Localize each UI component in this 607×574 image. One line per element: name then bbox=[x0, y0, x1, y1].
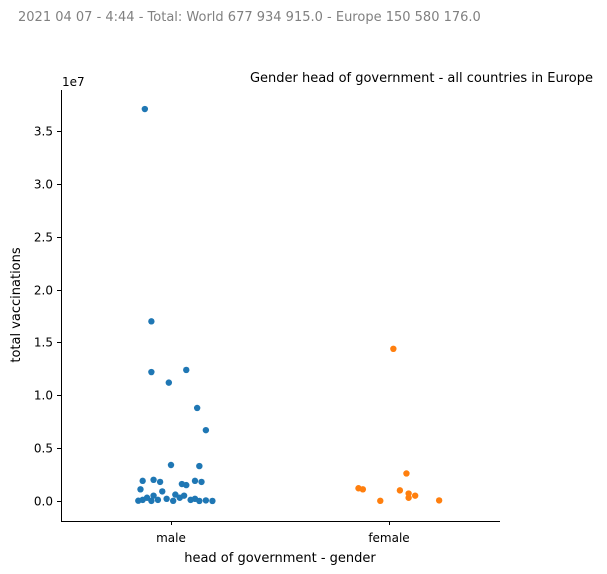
y-tick-label: 1.5 bbox=[34, 336, 53, 350]
data-point-male bbox=[167, 461, 175, 469]
data-point-male bbox=[196, 497, 203, 505]
data-point-male bbox=[148, 368, 155, 376]
header-text: 2021 04 07 - 4:44 - Total: World 677 934… bbox=[18, 10, 481, 25]
x-axis-label: head of government - gender bbox=[184, 551, 376, 566]
scatter-points bbox=[135, 105, 443, 505]
x-tick-label: male bbox=[156, 531, 186, 545]
data-point-female bbox=[390, 345, 397, 353]
data-point-male bbox=[135, 497, 142, 504]
y-tick-label: 0.0 bbox=[34, 495, 53, 509]
data-point-male bbox=[183, 481, 190, 489]
data-point-female bbox=[359, 486, 367, 493]
data-point-male bbox=[165, 379, 173, 386]
data-point-female bbox=[377, 497, 384, 505]
data-point-male bbox=[202, 426, 210, 434]
y-tick-label: 3.0 bbox=[34, 178, 53, 192]
y-tick-label: 2.5 bbox=[34, 231, 53, 245]
y-axis-label: total vaccinations bbox=[9, 247, 24, 363]
data-point-male bbox=[198, 478, 205, 486]
data-point-female bbox=[403, 470, 410, 477]
data-point-female bbox=[435, 497, 443, 504]
data-point-male bbox=[183, 366, 190, 374]
y-tick-label: 3.5 bbox=[34, 125, 53, 139]
x-tick-label: female bbox=[368, 531, 409, 545]
chart-title: Gender head of government - all countrie… bbox=[250, 71, 593, 86]
y-tick-label: 2.0 bbox=[34, 284, 53, 298]
data-point-male bbox=[169, 497, 177, 505]
data-point-male bbox=[193, 404, 201, 412]
data-point-female bbox=[396, 487, 404, 494]
data-point-male bbox=[137, 486, 144, 493]
data-point-female bbox=[411, 492, 419, 499]
data-point-male bbox=[187, 496, 194, 504]
data-point-male bbox=[141, 105, 149, 113]
data-point-male bbox=[176, 494, 183, 501]
data-point-male bbox=[202, 497, 210, 504]
y-tick-label: 0.5 bbox=[34, 442, 53, 456]
data-point-male bbox=[159, 488, 166, 495]
data-point-male bbox=[209, 497, 216, 505]
data-point-male bbox=[191, 477, 199, 485]
data-point-male bbox=[148, 497, 155, 505]
y-offset-label: 1e7 bbox=[62, 75, 85, 89]
data-point-male bbox=[154, 496, 162, 504]
data-point-female bbox=[405, 494, 412, 501]
y-tick-label: 1.0 bbox=[34, 389, 53, 403]
data-point-male bbox=[150, 492, 157, 499]
data-point-male bbox=[156, 478, 164, 486]
data-point-male bbox=[163, 495, 170, 503]
data-point-male bbox=[150, 476, 157, 484]
x-axis-ticks: male female bbox=[156, 521, 410, 545]
data-point-male bbox=[196, 462, 203, 470]
data-point-male bbox=[148, 318, 155, 325]
y-axis-ticks: 0.0 0.5 1.0 1.5 2.0 2.5 3.0 3.5 bbox=[34, 125, 61, 509]
data-point-male bbox=[139, 477, 146, 485]
